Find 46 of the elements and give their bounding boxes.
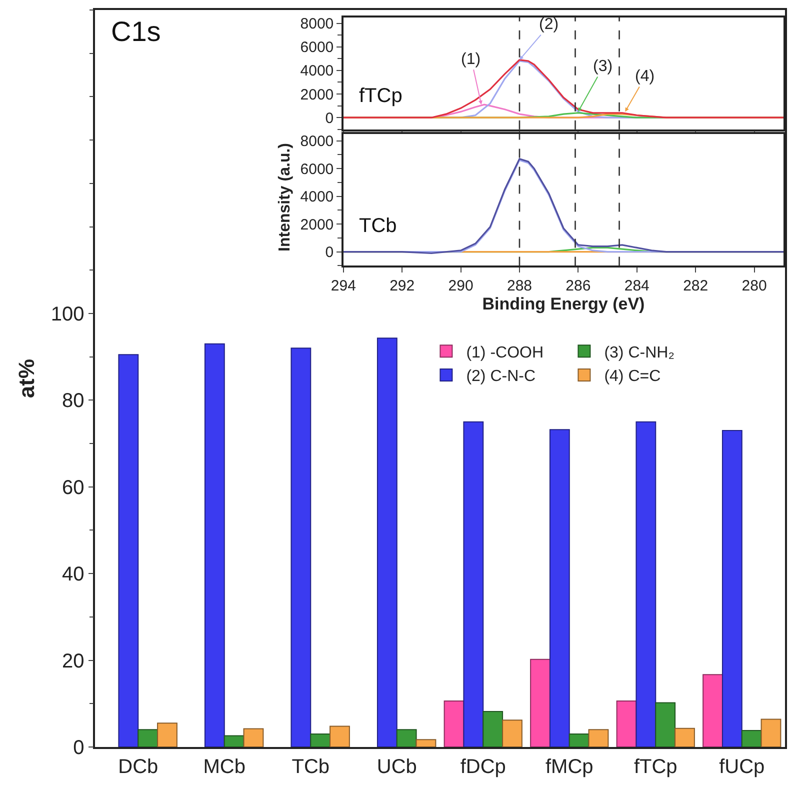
y-axis-title: at% bbox=[14, 358, 40, 398]
y-tick-label: 20 bbox=[62, 650, 84, 672]
x-tick-label: 292 bbox=[390, 277, 415, 294]
x-tick-label: fMCp bbox=[545, 756, 594, 778]
y-tick-label: 0 bbox=[73, 737, 84, 759]
y-tick-label: 4000 bbox=[300, 62, 334, 80]
annotation: (3) bbox=[593, 58, 613, 75]
y-tick-label: 0 bbox=[325, 110, 334, 127]
annotation: (1) bbox=[461, 51, 481, 68]
y-tick-label: 2000 bbox=[300, 216, 334, 234]
y-tick-label: 8000 bbox=[300, 133, 334, 150]
y-tick-label: 6000 bbox=[300, 160, 334, 178]
x-tick-label: DCb bbox=[118, 756, 158, 778]
y-tick-label: 4000 bbox=[300, 188, 334, 206]
annotation: (4) bbox=[635, 68, 655, 85]
x-tick-label: TCb bbox=[292, 756, 330, 778]
y-tick-label: 8000 bbox=[300, 16, 334, 33]
x-tick-label: fTCp bbox=[634, 756, 678, 778]
y-tick-label: 6000 bbox=[300, 39, 334, 56]
legend-label: (2) C-N-C bbox=[466, 368, 536, 386]
annotation: (2) bbox=[539, 16, 559, 33]
legend-label: (4) C=C bbox=[604, 368, 661, 386]
x-tick-label: 288 bbox=[506, 277, 532, 294]
x-tick-label: 280 bbox=[742, 277, 767, 294]
x-tick-label: 294 bbox=[330, 277, 356, 294]
y-axis-title: Intensity (a.u.) bbox=[276, 143, 294, 252]
x-tick-label: 282 bbox=[683, 277, 708, 294]
x-tick-label: 290 bbox=[448, 277, 474, 294]
x-tick-label: 284 bbox=[624, 277, 650, 294]
annotation: TCb bbox=[359, 215, 397, 237]
x-tick-label: fDCp bbox=[460, 756, 506, 778]
y-tick-label: 80 bbox=[62, 390, 84, 412]
x-tick-label: fUCp bbox=[719, 756, 765, 778]
x-tick-label: 286 bbox=[566, 277, 591, 294]
y-tick-label: 60 bbox=[62, 476, 84, 499]
y-tick-label: 2000 bbox=[300, 86, 334, 104]
annotation: fTCp bbox=[359, 85, 402, 107]
x-tick-label: UCb bbox=[376, 756, 417, 778]
annotation: C1s bbox=[111, 16, 161, 47]
y-tick-label: 40 bbox=[62, 564, 84, 586]
y-tick-label: 100 bbox=[50, 303, 84, 326]
x-tick-label: MCb bbox=[203, 756, 246, 778]
legend-label: (3) C-NH₂ bbox=[604, 344, 674, 362]
legend-label: (1) -COOH bbox=[466, 344, 544, 362]
x-axis-title: Binding Energy (eV) bbox=[482, 294, 645, 314]
y-tick-label: 0 bbox=[325, 244, 334, 262]
